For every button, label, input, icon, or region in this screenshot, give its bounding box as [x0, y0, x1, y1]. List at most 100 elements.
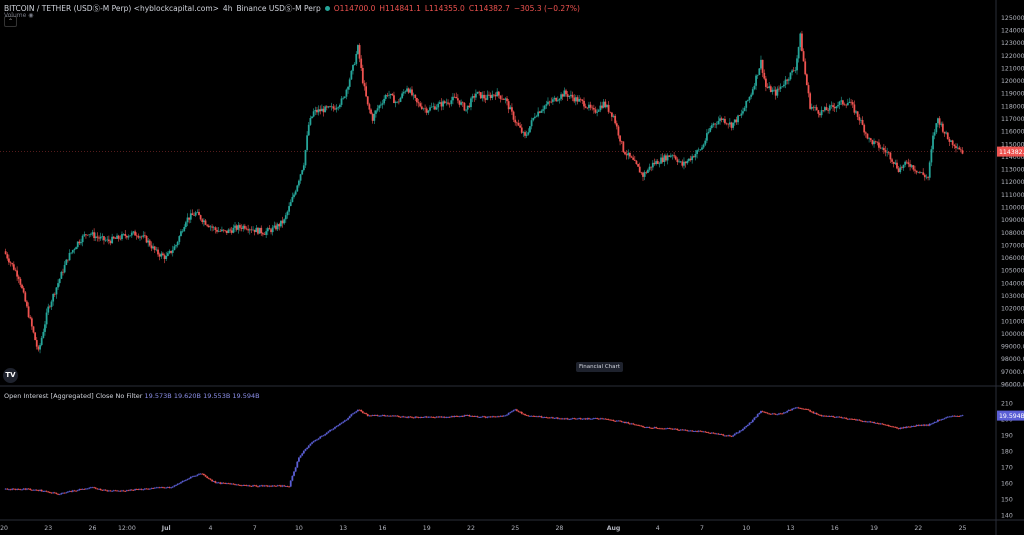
candle-body [596, 111, 599, 113]
oi-bar [776, 414, 779, 416]
oi-bar [257, 486, 259, 488]
candle-body [58, 278, 61, 284]
oi-bar [453, 415, 456, 417]
price-axis-tick: 116000.0 [1001, 129, 1024, 136]
oi-bar [104, 489, 107, 491]
oi-bar [665, 428, 667, 430]
candle-body [676, 159, 679, 163]
candle-body [504, 98, 507, 100]
candle-body [794, 70, 797, 71]
candle-body [109, 241, 112, 244]
oi-bar [422, 417, 425, 418]
candle-body [561, 94, 564, 97]
candle-body [458, 100, 461, 105]
candle-body [489, 95, 492, 98]
candle-body [712, 123, 715, 126]
candle-body [402, 92, 405, 94]
oi-bar [687, 430, 690, 432]
price-axis-tick: 108000.0 [1001, 230, 1024, 237]
interval-label[interactable]: 4h [222, 4, 233, 13]
oi-bar [612, 419, 615, 422]
oi-bar [275, 485, 277, 487]
oi-bar [309, 443, 312, 446]
oi-bar [550, 417, 553, 419]
oi-bar [810, 411, 813, 413]
oi-bar [805, 409, 808, 410]
oi-bar [882, 424, 885, 425]
collapse-legend-button[interactable]: ⌃ [4, 16, 17, 27]
candle-body [404, 91, 407, 93]
oi-bar [424, 416, 426, 418]
oi-bar [784, 412, 787, 414]
oi-bar [117, 490, 120, 492]
candle-body [494, 94, 497, 97]
oi-bar [291, 475, 294, 481]
candle-body [635, 160, 638, 165]
candle-body [103, 236, 105, 241]
candle-body [773, 89, 775, 91]
oi-bar [727, 435, 730, 437]
oi-bar [637, 424, 639, 426]
candle-body [338, 104, 341, 108]
oi-bar [706, 432, 708, 433]
candle-body [958, 147, 961, 150]
volume-indicator-label[interactable]: Volume ◉ [4, 12, 34, 19]
candle-body [153, 246, 156, 250]
oi-bar [489, 416, 492, 418]
candle-body [704, 140, 707, 145]
candle-body [98, 237, 100, 239]
price-axis-tick: 98000.0 [1001, 356, 1024, 363]
candle-body [158, 254, 161, 257]
oi-bar [796, 407, 798, 409]
candle-body [648, 166, 651, 170]
oi-bar [112, 490, 115, 492]
oi-bar [856, 419, 859, 421]
candle-body [78, 241, 81, 244]
candle-body [951, 140, 954, 145]
candle-body [645, 172, 648, 173]
oi-bar [445, 417, 448, 418]
oi-bar [255, 485, 258, 487]
oi-bar [209, 478, 212, 480]
candle-body [732, 122, 735, 128]
candle-body [804, 61, 807, 75]
symbol-title[interactable]: BITCOIN / TETHER (USDⓈ-M Perp) <hyblockc… [4, 4, 219, 13]
oi-bar [139, 488, 141, 490]
time-axis-tick: 25 [959, 525, 967, 532]
candle-body [260, 227, 263, 234]
candle-body [573, 97, 576, 102]
candle-body [476, 91, 479, 94]
oi-bar [763, 411, 766, 413]
price-axis-tick: 107000.0 [1001, 242, 1024, 249]
oi-bar [242, 485, 245, 486]
candle-body [535, 116, 538, 117]
eye-icon[interactable]: ◉ [28, 12, 34, 19]
candle-body [22, 288, 25, 293]
candle-body [198, 211, 200, 216]
candle-body [866, 133, 869, 139]
oi-bar [601, 418, 603, 420]
candle-body [606, 104, 608, 107]
oi-bar [270, 485, 272, 487]
candle-body [206, 224, 209, 226]
tradingview-logo-icon[interactable]: TV [3, 368, 18, 383]
candle-body [696, 150, 698, 154]
candle-body [456, 98, 459, 101]
candle-body [207, 225, 210, 228]
candle-body [838, 101, 841, 106]
oi-title[interactable]: Open Interest [Aggregated] Close No Filt… [4, 392, 143, 400]
oi-bar [265, 485, 268, 487]
oi-bar [666, 428, 669, 430]
oi-bar [420, 417, 423, 419]
oi-bar [78, 489, 81, 491]
candle-body [278, 224, 281, 227]
candle-body [176, 241, 179, 246]
candle-body [768, 86, 771, 88]
candle-body [576, 97, 579, 102]
time-axis-tick: 7 [253, 525, 257, 532]
candle-body [863, 124, 866, 133]
oi-bar [8, 489, 10, 491]
candle-body [68, 252, 71, 261]
oi-bar [530, 415, 533, 417]
